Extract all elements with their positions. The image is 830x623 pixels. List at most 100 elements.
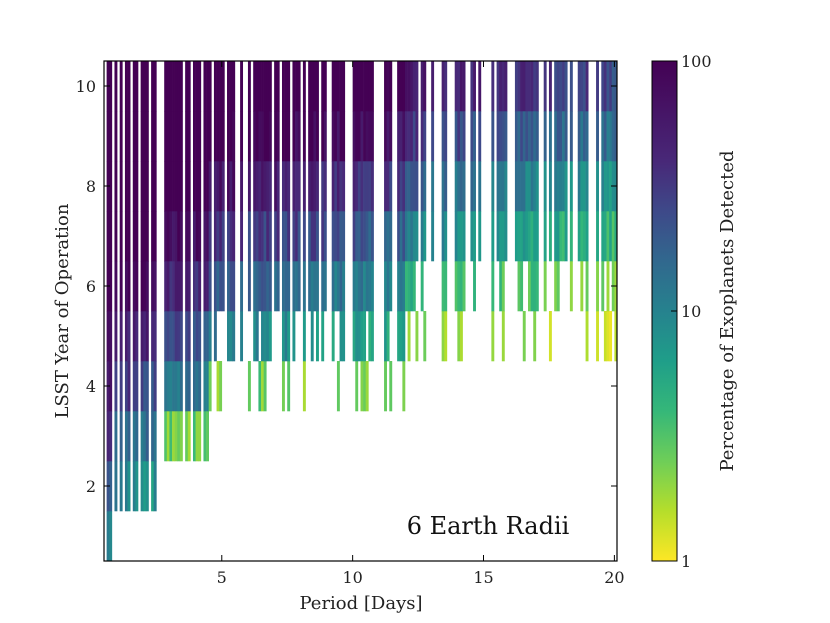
heatmap-cell (164, 211, 168, 262)
heatmap-cell (321, 111, 325, 162)
heatmap-cell (454, 261, 458, 312)
heatmap-cell (143, 61, 147, 112)
heatmap-cell (514, 61, 518, 112)
heatmap-cell (274, 61, 278, 112)
heatmap-cell (336, 161, 340, 212)
heatmap-cell (135, 261, 139, 312)
x-tick-label: 10 (342, 568, 362, 587)
heatmap-cell (229, 61, 233, 112)
heatmap-cell (247, 111, 251, 162)
heatmap-cell (444, 111, 448, 162)
heatmap-cell (352, 261, 356, 312)
heatmap-cell (140, 111, 144, 162)
heatmap-cell (132, 261, 136, 312)
heatmap-cell (185, 211, 189, 262)
heatmap-cell (496, 211, 500, 262)
heatmap-cell (297, 211, 301, 262)
heatmap-cell (192, 261, 196, 312)
heatmap-cell (562, 61, 565, 112)
heatmap-cell (119, 111, 123, 162)
heatmap-cell (386, 111, 390, 162)
heatmap-cell (114, 311, 118, 362)
heatmap-cell (261, 111, 264, 162)
heatmap-cell (404, 161, 408, 212)
heatmap-cell (276, 161, 280, 212)
heatmap-cell (177, 261, 181, 312)
heatmap-cell (504, 211, 508, 262)
heatmap-cell (140, 361, 144, 412)
heatmap-cell (331, 211, 335, 262)
heatmap-cell (384, 111, 387, 162)
heatmap-cell (609, 161, 613, 212)
heatmap-cell (410, 61, 414, 112)
heatmap-cell (355, 211, 359, 262)
heatmap-cell (528, 111, 531, 162)
heatmap-cell (514, 111, 518, 162)
heatmap-cell (255, 161, 259, 212)
heatmap-cell (355, 261, 359, 312)
heatmap-cell (564, 211, 568, 262)
heatmap-cell (402, 111, 406, 162)
heatmap-cell (263, 361, 267, 412)
heatmap-cell (412, 161, 416, 212)
heatmap-cell (499, 111, 503, 162)
heatmap-cell (499, 161, 503, 212)
heatmap-cell (363, 61, 367, 112)
heatmap-cell (151, 311, 155, 362)
heatmap-cell (187, 261, 191, 312)
heatmap-cell (520, 261, 524, 312)
heatmap-cell (370, 311, 374, 362)
heatmap-cell (124, 411, 128, 462)
x-tick-label: 15 (473, 568, 493, 587)
heatmap-cell (281, 211, 285, 262)
heatmap-cell (412, 211, 416, 262)
heatmap-cell (174, 161, 178, 212)
heatmap-cell (386, 311, 390, 362)
heatmap-cell (263, 61, 267, 112)
heatmap-cell (179, 261, 183, 312)
heatmap-cell (216, 261, 220, 312)
heatmap-cell (365, 111, 369, 162)
heatmap-cell (174, 261, 178, 312)
heatmap-cell (310, 211, 314, 262)
heatmap-cell (384, 211, 387, 262)
heatmap-cell (407, 161, 411, 212)
heatmap-cell (292, 161, 296, 212)
heatmap-cell (151, 161, 155, 212)
heatmap-cell (611, 211, 615, 262)
heatmap-cell (292, 111, 296, 162)
heatmap-cell (151, 261, 155, 312)
heatmap-cell (151, 461, 155, 512)
heatmap-cell (192, 111, 196, 162)
y-axis: 2 4 6 8 10 (76, 77, 617, 496)
heatmap-cell (522, 161, 526, 212)
heatmap-cell (276, 261, 280, 312)
heatmap-cell (124, 311, 128, 362)
heatmap-cell (491, 261, 495, 312)
heatmap-cell (441, 111, 445, 162)
heatmap-cell (535, 161, 539, 212)
heatmap-cell (287, 211, 291, 262)
heatmap-cell (179, 311, 183, 362)
heatmap-cell (431, 211, 435, 262)
heatmap-cell (143, 361, 147, 412)
heatmap-cell (227, 161, 230, 212)
heatmap-cell (261, 161, 264, 212)
heatmap-cell (360, 61, 364, 112)
heatmap-cell (253, 161, 257, 212)
heatmap-cell (219, 161, 223, 212)
heatmap-cell (313, 111, 317, 162)
heatmap-cell (399, 311, 403, 362)
heatmap-cell (124, 61, 128, 112)
heatmap-cell (596, 161, 599, 212)
heatmap-cell (206, 61, 209, 112)
heatmap-cell (310, 311, 314, 362)
heatmap-cell (554, 61, 558, 112)
colorbar-tick-label: 1 (681, 552, 691, 571)
heatmap-cell (601, 61, 605, 112)
heatmap-cell (164, 361, 168, 412)
heatmap-cell (517, 261, 521, 312)
heatmap-cell (313, 211, 317, 262)
heatmap-cell (360, 161, 364, 212)
heatmap-cell (119, 361, 123, 412)
